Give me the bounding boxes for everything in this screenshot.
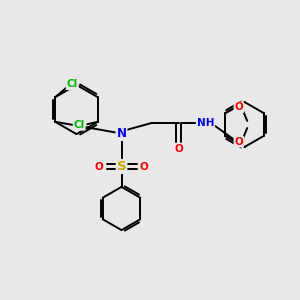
Text: N: N bbox=[116, 127, 127, 140]
Text: O: O bbox=[95, 161, 104, 172]
Text: O: O bbox=[234, 137, 243, 147]
Text: Cl: Cl bbox=[74, 120, 85, 130]
Text: O: O bbox=[174, 143, 183, 154]
Text: NH: NH bbox=[197, 118, 214, 128]
Text: O: O bbox=[234, 102, 243, 112]
Text: Cl: Cl bbox=[67, 79, 78, 89]
Text: O: O bbox=[139, 161, 148, 172]
Text: S: S bbox=[117, 160, 126, 173]
